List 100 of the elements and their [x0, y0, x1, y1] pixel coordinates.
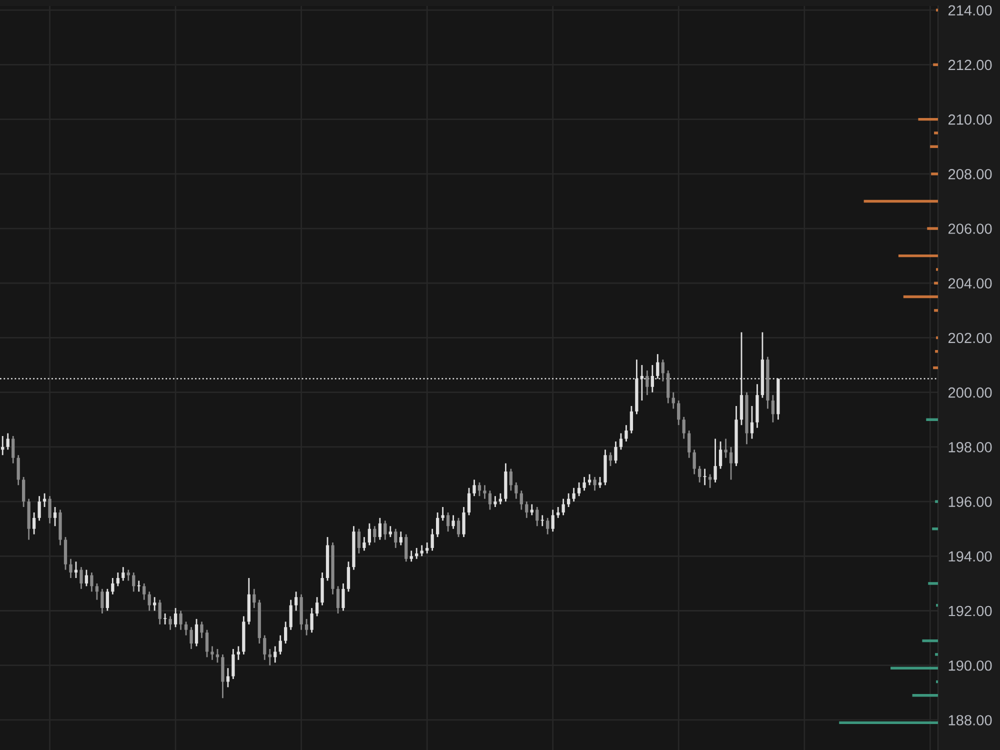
candlestick: [346, 560, 350, 592]
candlestick: [284, 620, 288, 644]
candlestick: [278, 634, 282, 656]
y-tick-label: 206.00: [948, 224, 992, 234]
bar: [927, 227, 938, 230]
candlestick: [111, 577, 114, 596]
candlestick: [724, 438, 728, 459]
candlestick: [478, 482, 482, 497]
candlestick: [148, 590, 151, 612]
y-tick-label: 198.00: [948, 442, 992, 452]
candlestick: [472, 479, 476, 497]
candlestick: [692, 448, 696, 475]
bar: [928, 582, 938, 585]
candlestick: [420, 544, 424, 557]
bar: [935, 653, 938, 656]
candlestick: [100, 588, 104, 614]
candlestick: [624, 424, 628, 442]
candlestick: [410, 550, 413, 562]
y-tick-label: 212.00: [948, 60, 992, 70]
bar: [926, 418, 938, 421]
y-tick-label: 210.00: [948, 114, 992, 125]
candlestick: [646, 370, 649, 396]
candlestick: [342, 582, 345, 612]
candlestick: [32, 512, 36, 536]
bar: [912, 694, 938, 697]
candlestick: [163, 612, 167, 626]
candlestick: [263, 634, 266, 661]
bar: [890, 666, 938, 670]
bar: [935, 500, 938, 503]
candlestick: [446, 512, 450, 532]
bar: [918, 118, 938, 121]
bar: [930, 145, 938, 148]
y-tick-label: 214.00: [948, 5, 992, 16]
candlestick: [441, 506, 444, 522]
candlestick: [520, 490, 523, 510]
candlestick: [661, 358, 664, 382]
candlestick: [80, 566, 83, 590]
candlestick: [384, 520, 387, 540]
bar: [931, 172, 938, 176]
candlestick: [703, 468, 706, 486]
candlestick: [84, 569, 88, 587]
y-tick-label: 190.00: [948, 660, 992, 671]
candlestick: [205, 629, 209, 658]
y-tick-label: 196.00: [948, 496, 992, 507]
candlestick: [562, 498, 565, 516]
candlestick: [294, 590, 298, 612]
candlestick: [53, 506, 57, 527]
candlestick: [572, 487, 576, 502]
y-tick-label: 208.00: [948, 169, 992, 180]
candlestick: [525, 500, 528, 519]
candlestick: [436, 512, 440, 538]
bar: [935, 350, 938, 353]
candlestick: [388, 525, 392, 538]
bar: [898, 254, 938, 258]
candlestick: [69, 558, 72, 579]
candlestick: [399, 530, 402, 546]
candlestick: [619, 432, 623, 450]
candlestick: [153, 596, 156, 612]
candlestick: [551, 509, 554, 532]
y-tick-label: 202.00: [948, 332, 992, 344]
candlestick: [373, 525, 376, 544]
candlestick: [536, 506, 539, 527]
candlestick: [310, 607, 314, 634]
candlestick: [714, 438, 717, 484]
candlestick: [289, 599, 292, 631]
y-tick-label: 188.00: [948, 715, 992, 726]
candlestick: [174, 607, 178, 628]
candlestick: [38, 495, 41, 522]
candlestick: [116, 572, 120, 587]
candlestick: [362, 536, 366, 552]
candlestick: [232, 648, 235, 680]
candlestick: [593, 476, 596, 492]
bar: [934, 282, 938, 284]
candlestick: [430, 528, 434, 552]
candlestick: [132, 572, 136, 592]
y-tick-label: 194.00: [948, 551, 992, 562]
candlestick: [394, 528, 398, 549]
candlestick: [6, 432, 10, 450]
y-tick-label: 200.00: [948, 387, 992, 398]
candlestick: [22, 476, 26, 508]
candlestick: [336, 585, 340, 614]
candlestick: [530, 504, 534, 516]
candlestick: [582, 476, 586, 492]
bar: [922, 639, 938, 642]
bar: [839, 721, 938, 724]
candlestick: [750, 405, 754, 440]
candlestick: [368, 522, 372, 546]
candlestick: [194, 618, 198, 647]
candlestick: [577, 482, 581, 497]
candlestick: [200, 620, 204, 639]
candlestick: [378, 517, 382, 540]
bar: [934, 132, 938, 134]
candlestick: [456, 517, 460, 538]
candlestick: [179, 610, 182, 631]
candlestick: [509, 468, 512, 492]
candlestick: [546, 517, 550, 536]
candlestick: [252, 588, 256, 609]
candlestick: [274, 646, 277, 664]
candlestick: [672, 392, 675, 410]
bar: [932, 527, 938, 530]
